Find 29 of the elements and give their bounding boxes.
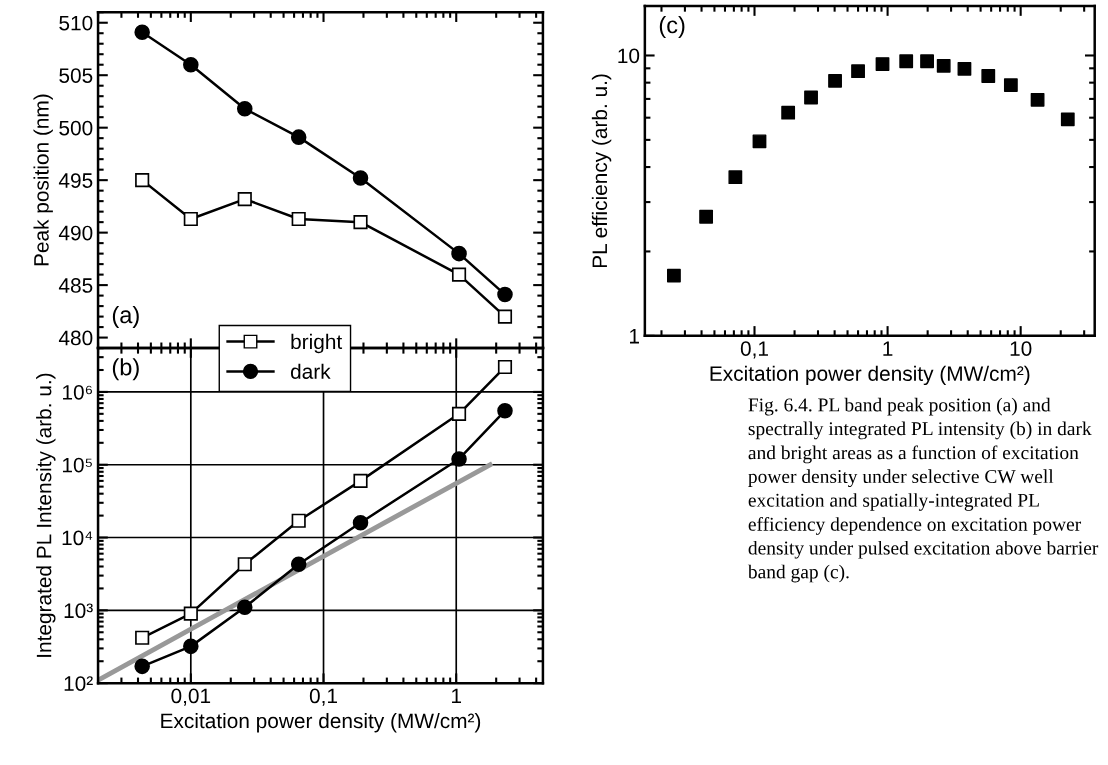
y-tick-label: 495 [58, 173, 93, 188]
x-tick-label: 0,1 [740, 341, 768, 359]
x-tick-label: 10 [1010, 341, 1032, 356]
y-tick-label: 10⁶ [63, 384, 92, 400]
x-axis-title: Excitation power density (MW/cm²) [161, 712, 481, 733]
annotation: (c) [659, 16, 685, 39]
x-axis-title: Excitation power density (MW/cm²) [710, 365, 1030, 386]
y-tick-label: 510 [59, 15, 93, 31]
legend-label: bright [291, 333, 343, 354]
y-tick-label: 10⁴ [62, 530, 93, 546]
x-tick-label: 0,1 [309, 688, 337, 706]
x-tick-label: 1 [883, 341, 893, 356]
y-axis-title: Peak position (nm) [33, 94, 53, 266]
y-tick-label: 480 [58, 330, 93, 346]
caption: Fig. 6.4. PL band peak position (a) and spectrally integrated PL intensity (b) in dark and bright areas as a function of excitation power density under selective CW well excitation and spatially-integrated PL efficiency dependence on excitation power density under pulsed excitation above barrier band gap (c). [747, 397, 1099, 583]
y-tick-label: 490 [58, 225, 93, 241]
y-tick-label: 10² [64, 676, 93, 691]
y-tick-label: 10⁵ [62, 457, 92, 473]
x-tick-label: 0,01 [171, 688, 211, 706]
annotation: (a) [112, 305, 139, 328]
legend-label: dark [290, 363, 331, 379]
y-tick-label: 500 [59, 120, 93, 136]
x-tick-label: 1 [452, 688, 462, 704]
y-tick-label: 505 [59, 68, 93, 83]
y-tick-label: 485 [58, 278, 93, 293]
y-tick-label: 10³ [64, 603, 93, 619]
y-axis-title: Integrated PL Intensity (arb. u.) [36, 373, 56, 657]
annotation: (b) [112, 358, 139, 381]
y-axis-title: PL efficiency (arb. u.) [591, 74, 612, 268]
